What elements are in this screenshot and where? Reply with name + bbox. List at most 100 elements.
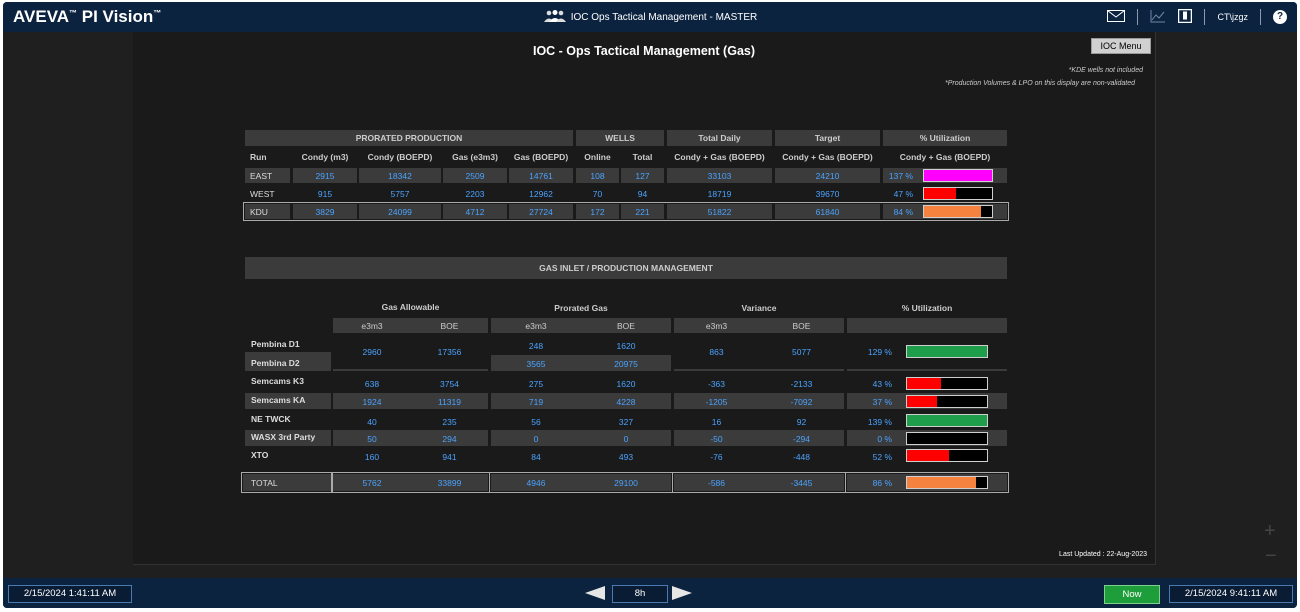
cell-band <box>443 204 507 219</box>
group-header-variance: Variance <box>741 303 777 313</box>
col-header: Condy (m3) <box>301 152 349 162</box>
top-bar: AVEVA™ PI Vision™ IOC Ops Tactical Manag… <box>3 2 1297 32</box>
row-band <box>333 430 488 446</box>
var-boe: -7092 <box>790 397 813 407</box>
duration-input[interactable]: 8h <box>612 585 668 603</box>
user-name[interactable]: CT\jzgz <box>1217 12 1248 22</box>
run-label: WEST <box>250 189 275 199</box>
cell-band <box>667 204 772 219</box>
panel-icon[interactable] <box>1178 8 1193 25</box>
cell-band <box>621 204 664 219</box>
cell-band <box>576 204 619 219</box>
util-pct: 86 % <box>872 478 892 488</box>
var-boe: -2133 <box>790 379 813 389</box>
col-header: Online <box>584 152 611 162</box>
condy-m3: 915 <box>317 189 333 199</box>
row-band <box>243 474 331 491</box>
total-label: TOTAL <box>251 478 278 488</box>
utilization-bar-fill <box>907 477 976 488</box>
section-band <box>245 257 1007 279</box>
row-band <box>674 393 844 409</box>
row-band <box>333 474 488 491</box>
cell-band <box>443 168 507 183</box>
cell-band <box>576 168 619 183</box>
page-title: IOC - Ops Tactical Management (Gas) <box>532 44 756 58</box>
allow-e3m3: 50 <box>367 434 377 444</box>
unit-label: BOE <box>617 321 635 331</box>
group-header-wells: WELLS <box>605 133 635 143</box>
gas-boepd: 14761 <box>529 171 553 181</box>
wells-total: 127 <box>635 171 650 181</box>
zoom-in-icon[interactable]: + <box>1264 520 1276 542</box>
row-outline <box>241 472 333 493</box>
allow-boe: 3754 <box>440 379 459 389</box>
util-pct: 43 % <box>872 379 892 389</box>
top-right-tools: CT\jzgz ? <box>1107 7 1287 27</box>
header-band <box>576 130 664 146</box>
col-header: Total <box>632 152 653 162</box>
help-icon[interactable]: ? <box>1273 10 1287 24</box>
zoom-out-icon[interactable]: − <box>1265 545 1277 567</box>
row-band <box>245 430 331 446</box>
col-header: Condy + Gas (BOEPD) <box>899 152 991 162</box>
arrow-left-icon[interactable] <box>584 585 606 606</box>
start-time-input[interactable]: 2/15/2024 1:41:11 AM <box>8 585 132 603</box>
allow-e3m3: 2960 <box>362 347 382 357</box>
allow-boe: 235 <box>442 417 457 427</box>
unit-label: BOE <box>440 321 459 331</box>
allow-e3m3: 638 <box>364 379 380 389</box>
now-button[interactable]: Now <box>1104 585 1160 604</box>
col-header: Condy + Gas (BOEPD) <box>782 152 873 162</box>
trend-icon[interactable] <box>1150 9 1166 25</box>
util-pct: 52 % <box>872 452 892 462</box>
header-band <box>775 130 880 146</box>
group-header-allowable: Gas Allowable <box>381 302 440 312</box>
toolbar-divider <box>1137 9 1139 25</box>
col-header: Gas (e3m3) <box>452 152 498 162</box>
utilization-bar <box>906 432 988 445</box>
utilization-bar <box>923 187 993 200</box>
utilization-bar <box>906 414 988 427</box>
row-divider <box>847 369 1007 371</box>
var-e3m3: -363 <box>707 379 725 389</box>
col-header: Condy + Gas (BOEPD) <box>674 152 765 162</box>
gas-e3m3: 2509 <box>465 171 485 181</box>
people-icon <box>543 10 567 25</box>
utilization-bar-fill <box>924 188 956 199</box>
row-label: NE TWCK <box>251 414 291 424</box>
pro-e3m3: 719 <box>528 397 544 407</box>
row-band <box>674 474 844 491</box>
brand-product: PI Vision <box>77 7 154 26</box>
gas-boepd: 12962 <box>529 189 553 199</box>
brand-name: AVEVA <box>13 7 70 26</box>
unit-label: e3m3 <box>705 321 728 331</box>
condy-boepd: 18342 <box>388 171 412 181</box>
pro-e3m3: 4946 <box>526 478 546 488</box>
total-daily: 18719 <box>707 189 732 199</box>
app-brand[interactable]: AVEVA™ PI Vision™ <box>13 7 161 27</box>
row-band <box>245 393 331 409</box>
gas-e3m3: 4712 <box>465 207 485 217</box>
total-daily: 51822 <box>707 207 732 217</box>
end-time-input[interactable]: 2/15/2024 9:41:11 AM <box>1169 585 1293 603</box>
group-header-target: Target <box>814 133 841 143</box>
header-band <box>667 130 772 146</box>
pro-boe: 0 <box>623 434 629 444</box>
unit-label: e3m3 <box>525 321 547 331</box>
var-boe: -294 <box>792 434 810 444</box>
ioc-menu-button[interactable]: IOC Menu <box>1091 38 1151 54</box>
wells-total: 221 <box>635 207 650 217</box>
mail-icon[interactable] <box>1107 10 1126 24</box>
pro-e3m3: 56 <box>531 417 541 427</box>
utilization-bar-fill <box>907 415 987 426</box>
toolbar-divider <box>1260 9 1261 25</box>
var-boe: 92 <box>796 417 807 427</box>
col-header: Run <box>250 152 267 162</box>
pro-e3m3: 84 <box>531 452 541 462</box>
total-daily: 33103 <box>707 171 732 181</box>
row-band <box>674 430 844 446</box>
arrow-right-icon[interactable] <box>671 585 693 606</box>
unit-band <box>491 318 671 333</box>
var-e3m3: -1205 <box>705 397 728 407</box>
allow-boe: 294 <box>442 434 457 444</box>
